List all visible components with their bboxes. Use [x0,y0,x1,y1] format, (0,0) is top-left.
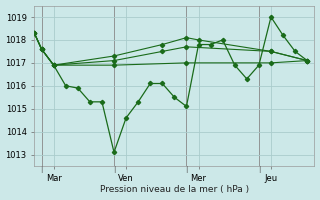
Text: |: | [113,166,115,173]
Text: |: | [40,166,43,173]
X-axis label: Pression niveau de la mer ( hPa ): Pression niveau de la mer ( hPa ) [100,185,249,194]
Text: |: | [258,166,260,173]
Text: |: | [185,166,188,173]
